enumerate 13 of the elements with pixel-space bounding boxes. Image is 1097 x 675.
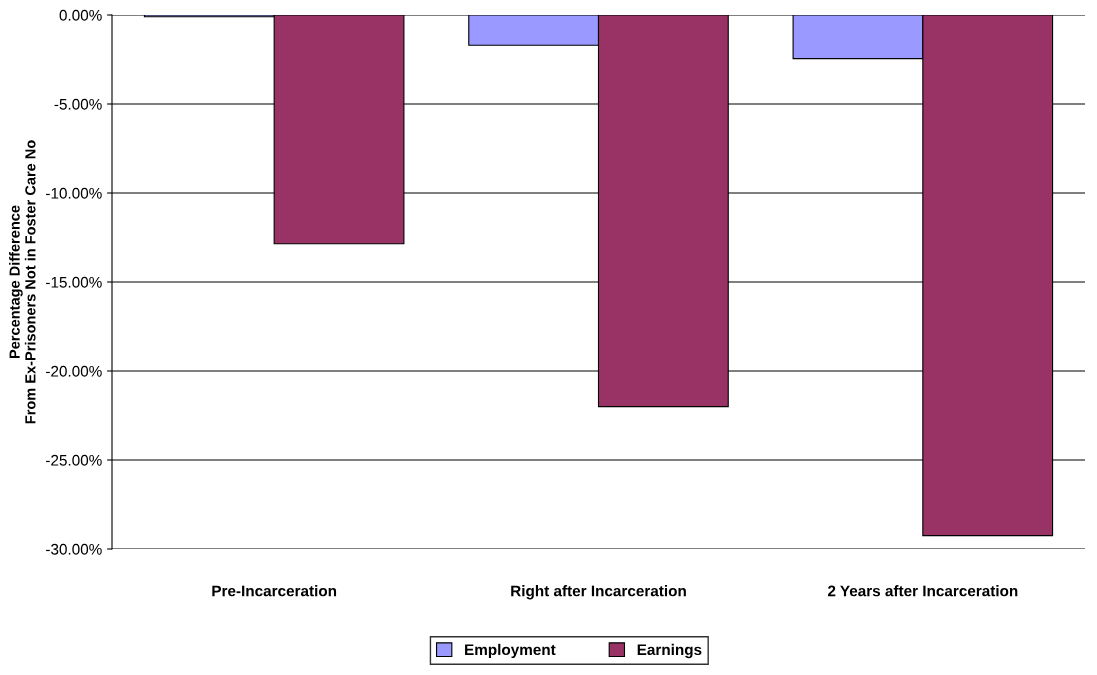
y-axis-title: Percentage Difference From Ex-Prisoners Not in Foster Care No [9,140,36,424]
y-tick-label: 0.00% [59,9,102,21]
y-tick-label: -30.00% [46,543,102,555]
legend-label: Employment [465,643,556,659]
y-tick-label: -10.00% [46,187,102,199]
y-tick-label: -15.00% [46,276,102,288]
x-tick-label: 2 Years after Incarceration [827,585,1018,597]
x-tick-label: Pre-Incarceration [212,585,337,597]
y-tick-label: -25.00% [46,454,102,466]
x-tick-label: Right after Incarceration [511,585,686,600]
legend-label: Earnings [637,643,702,659]
y-tick-label: -20.00% [46,365,102,377]
y-tick-label: -5.00% [54,98,102,110]
